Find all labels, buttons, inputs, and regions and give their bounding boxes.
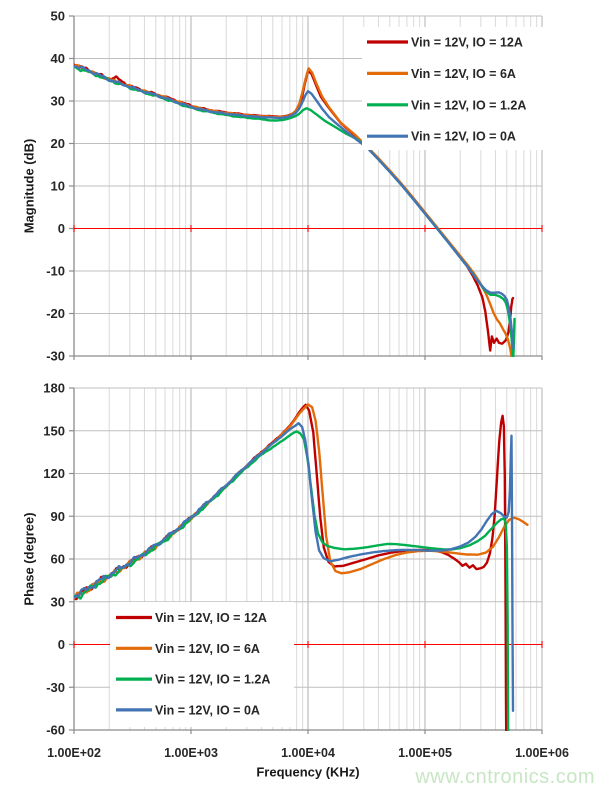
y-tick-label: 180 <box>43 381 65 396</box>
x-tick-label: 1.00E+02 <box>47 746 101 760</box>
series-line-3 <box>74 422 515 712</box>
legend-label: Vin = 12V, IO = 12A <box>155 611 267 625</box>
legend-label: Vin = 12V, IO = 0A <box>411 130 516 144</box>
x-tick-label: 1.00E+04 <box>281 746 335 760</box>
y-tick-label: -30 <box>46 680 65 695</box>
series-line-2 <box>74 430 510 731</box>
phase-chart: 180 150 120 90 60 30 0 -30 -60 Vin = 12V, IO = 12… <box>43 381 569 761</box>
frequency-axis-title: Frequency (KHz) <box>256 764 360 780</box>
y-tick-label: 20 <box>51 136 65 151</box>
series-curves <box>74 63 516 357</box>
legend-label: Vin = 12V, IO = 1.2A <box>155 673 270 687</box>
y-tick-label: 120 <box>43 466 65 481</box>
x-tick-label: 1.00E+03 <box>164 746 218 760</box>
zero-axis-line <box>73 225 543 232</box>
y-tick-label: 30 <box>51 594 65 609</box>
watermark: www.cntronics.com <box>415 766 595 788</box>
y-tick-label: 40 <box>51 51 65 66</box>
y-tick-label: 0 <box>58 221 65 236</box>
y-tick-label: -20 <box>46 306 65 321</box>
legend-label: Vin = 12V, IO = 6A <box>411 67 516 81</box>
magnitude-axis-title: Magnitude (dB) <box>21 138 37 234</box>
series-curves <box>74 403 529 731</box>
legend: Vin = 12V, IO = 12A Vin = 12V, IO = 6A Vin… <box>110 602 294 727</box>
y-tick-label: -30 <box>46 349 65 364</box>
x-tick-label: 1.00E+05 <box>398 746 452 760</box>
y-tick-label: 150 <box>43 423 65 438</box>
x-tick-label: 1.00E+06 <box>515 746 569 760</box>
legend-label: Vin = 12V, IO = 12A <box>411 36 523 50</box>
legend-label: Vin = 12V, IO = 6A <box>155 642 260 656</box>
legend-label: Vin = 12V, IO = 1.2A <box>411 98 526 112</box>
y-tick-label: 0 <box>58 637 65 652</box>
y-tick-label: 30 <box>51 94 65 109</box>
y-tick-label: -10 <box>46 264 65 279</box>
series-line-1 <box>74 403 529 600</box>
y-tick-label: 90 <box>51 509 65 524</box>
y-tick-label: 50 <box>51 9 65 24</box>
legend: Vin = 12V, IO = 12A Vin = 12V, IO = 6A Vin… <box>362 27 552 150</box>
legend-label: Vin = 12V, IO = 0A <box>155 703 260 717</box>
y-tick-label: -60 <box>46 723 65 738</box>
series-line-3 <box>74 64 515 350</box>
y-tick-label: 10 <box>51 179 65 194</box>
phase-axis-title: Phase (degree) <box>21 512 37 606</box>
y-tick-label: 60 <box>51 552 65 567</box>
